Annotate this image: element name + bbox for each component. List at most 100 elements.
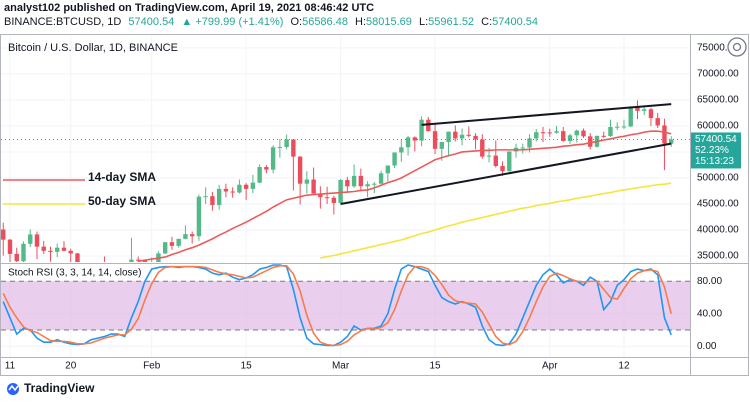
candle-body bbox=[621, 126, 627, 128]
candle-body bbox=[297, 156, 303, 184]
candle-body bbox=[345, 180, 350, 187]
y-tick-label: 40.00 bbox=[697, 308, 722, 319]
price-pane bbox=[1, 100, 690, 262]
candle-body bbox=[554, 131, 559, 133]
settings-icon[interactable] bbox=[727, 37, 747, 57]
candle-body bbox=[68, 250, 73, 254]
stoch-pane bbox=[1, 264, 690, 347]
y-tick-label: 80.00 bbox=[697, 276, 722, 287]
candle-body bbox=[196, 196, 202, 237]
candle-body bbox=[372, 183, 377, 185]
candle-body bbox=[1, 229, 6, 240]
change: ▲ +799.99 (+1.41%) bbox=[181, 16, 284, 28]
x-tick-label: Mar bbox=[332, 361, 350, 372]
series-line bbox=[320, 182, 672, 259]
candle-body bbox=[230, 191, 235, 193]
candle-body bbox=[628, 107, 633, 127]
price-tag-line: 15:13:23 bbox=[695, 156, 734, 167]
chart-frame bbox=[0, 34, 749, 376]
candle-body bbox=[419, 119, 424, 141]
candle-body bbox=[129, 259, 134, 262]
candle-body bbox=[270, 147, 276, 170]
candle-body bbox=[527, 138, 532, 148]
candle-body bbox=[385, 165, 391, 174]
candle-body bbox=[189, 234, 195, 237]
candle-body bbox=[581, 130, 586, 137]
published-line: analyst102 published on TradingView.com,… bbox=[4, 2, 375, 14]
candle-body bbox=[648, 109, 654, 119]
candle-body bbox=[358, 175, 364, 187]
y-tick-label: 35000.00 bbox=[697, 251, 739, 262]
x-tick-label: 11 bbox=[5, 361, 16, 372]
brand: TradingView bbox=[24, 381, 95, 395]
candle-body bbox=[473, 135, 478, 140]
candle-body bbox=[588, 136, 593, 147]
candle-body bbox=[547, 132, 552, 134]
candle-body bbox=[446, 131, 451, 143]
price-tag-line: 52.23% bbox=[695, 145, 729, 156]
indicator-title: Stoch RSI (3, 3, 14, 14, close) bbox=[8, 268, 141, 279]
legend-label: 50-day SMA bbox=[88, 194, 156, 208]
candle-body bbox=[243, 184, 249, 189]
candle-body bbox=[21, 243, 26, 262]
candle-body bbox=[426, 119, 431, 132]
labels: Bitcoin / U.S. Dollar, 1D, BINANCE Stoch… bbox=[3, 42, 741, 372]
candle-body bbox=[135, 259, 141, 261]
ohlc-value: 57400.54 bbox=[492, 16, 539, 28]
candle-body bbox=[567, 135, 573, 142]
candle-body bbox=[169, 242, 175, 246]
candle-body bbox=[311, 179, 316, 194]
trendline bbox=[340, 142, 672, 205]
candle-body bbox=[662, 125, 667, 144]
candle-body bbox=[500, 166, 505, 172]
series-line bbox=[2, 265, 672, 347]
candle-body bbox=[48, 250, 53, 252]
candle-body bbox=[210, 196, 215, 206]
candle-body bbox=[493, 155, 498, 166]
candle-body bbox=[615, 126, 620, 128]
symbol-line: BINANCE:BTCUSD, 1D 57400.54 ▲ +799.99 (+… bbox=[4, 15, 542, 29]
candle-body bbox=[642, 109, 647, 111]
candle-body bbox=[453, 131, 458, 139]
candle-body bbox=[378, 173, 384, 184]
series-line bbox=[138, 130, 672, 262]
candle-body bbox=[284, 139, 289, 148]
candle-body bbox=[176, 238, 181, 246]
logo[interactable]: TradingView bbox=[7, 381, 95, 395]
candle-body bbox=[405, 137, 411, 148]
x-tick-label: Feb bbox=[143, 361, 161, 372]
ohlc-value: 58015.69 bbox=[366, 16, 412, 28]
series-line bbox=[2, 264, 672, 347]
candle-body bbox=[324, 197, 330, 199]
x-tick-label: 15 bbox=[429, 361, 441, 372]
candle-body bbox=[28, 234, 33, 244]
candle-body bbox=[264, 167, 269, 170]
x-tick-label: 15 bbox=[241, 361, 253, 372]
candle-body bbox=[601, 135, 606, 137]
candle-body bbox=[203, 196, 208, 198]
candle-body bbox=[61, 247, 67, 251]
candle-body bbox=[365, 184, 370, 187]
y-tick-label: 65000.00 bbox=[697, 95, 739, 106]
candle-body bbox=[561, 131, 566, 142]
candle-body bbox=[574, 130, 579, 136]
ohlc-label: H: bbox=[355, 16, 367, 28]
candle-body bbox=[250, 182, 256, 189]
candle-body bbox=[257, 167, 262, 183]
y-tick-label: 70000.00 bbox=[697, 69, 739, 80]
candle-body bbox=[318, 193, 323, 198]
header: analyst102 published on TradingView.com,… bbox=[4, 1, 542, 29]
x-tick-label: 12 bbox=[618, 361, 630, 372]
ohlc-label: L: bbox=[418, 16, 429, 28]
candle-body bbox=[183, 234, 188, 239]
y-tick-label: 0.00 bbox=[697, 341, 717, 352]
candle-body bbox=[608, 126, 613, 137]
candle-body bbox=[304, 179, 310, 184]
ohlc-value: 56586.48 bbox=[302, 16, 348, 28]
candle-body bbox=[635, 107, 640, 111]
candle-body bbox=[162, 242, 168, 254]
candle-body bbox=[7, 239, 13, 254]
price-tag-value: 57400.54 bbox=[695, 134, 737, 145]
